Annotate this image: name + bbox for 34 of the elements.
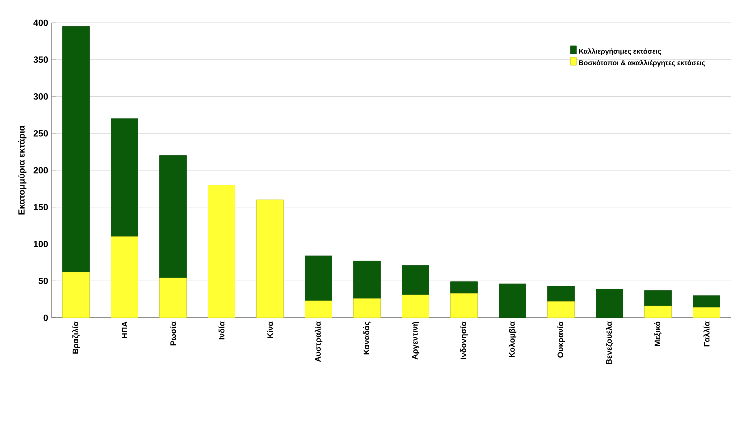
y-tick-label: 300 [34, 94, 48, 100]
bar [693, 307, 720, 318]
bar [62, 26, 90, 272]
bar [548, 302, 575, 318]
bar [354, 261, 381, 300]
bar [548, 286, 575, 302]
bar [450, 293, 478, 318]
bar [693, 296, 720, 308]
bar [596, 289, 624, 318]
bar [644, 306, 672, 318]
bar [450, 282, 478, 294]
bar [305, 256, 332, 302]
bar [111, 236, 138, 318]
bar [160, 278, 187, 318]
bar [111, 118, 138, 238]
bar [644, 290, 672, 306]
bar [499, 284, 526, 318]
bar [208, 185, 236, 318]
bar [305, 300, 332, 318]
y-tick-label: 150 [34, 204, 48, 211]
bar [256, 200, 284, 318]
y-axis-title: Εκατομμύρια εκτάρια [18, 126, 27, 215]
y-tick-label: 350 [34, 56, 48, 64]
y-tick-label: 50 [38, 278, 48, 284]
y-tick-label: 0 [44, 314, 48, 322]
bar [402, 265, 430, 296]
bar [62, 272, 90, 318]
y-tick-label: 400 [34, 20, 48, 26]
y-tick-label: 200 [34, 167, 48, 174]
bar [402, 294, 430, 318]
y-tick-label: 100 [34, 241, 48, 248]
bar [354, 298, 381, 318]
bar [160, 156, 187, 278]
y-tick-label: 250 [34, 130, 48, 137]
